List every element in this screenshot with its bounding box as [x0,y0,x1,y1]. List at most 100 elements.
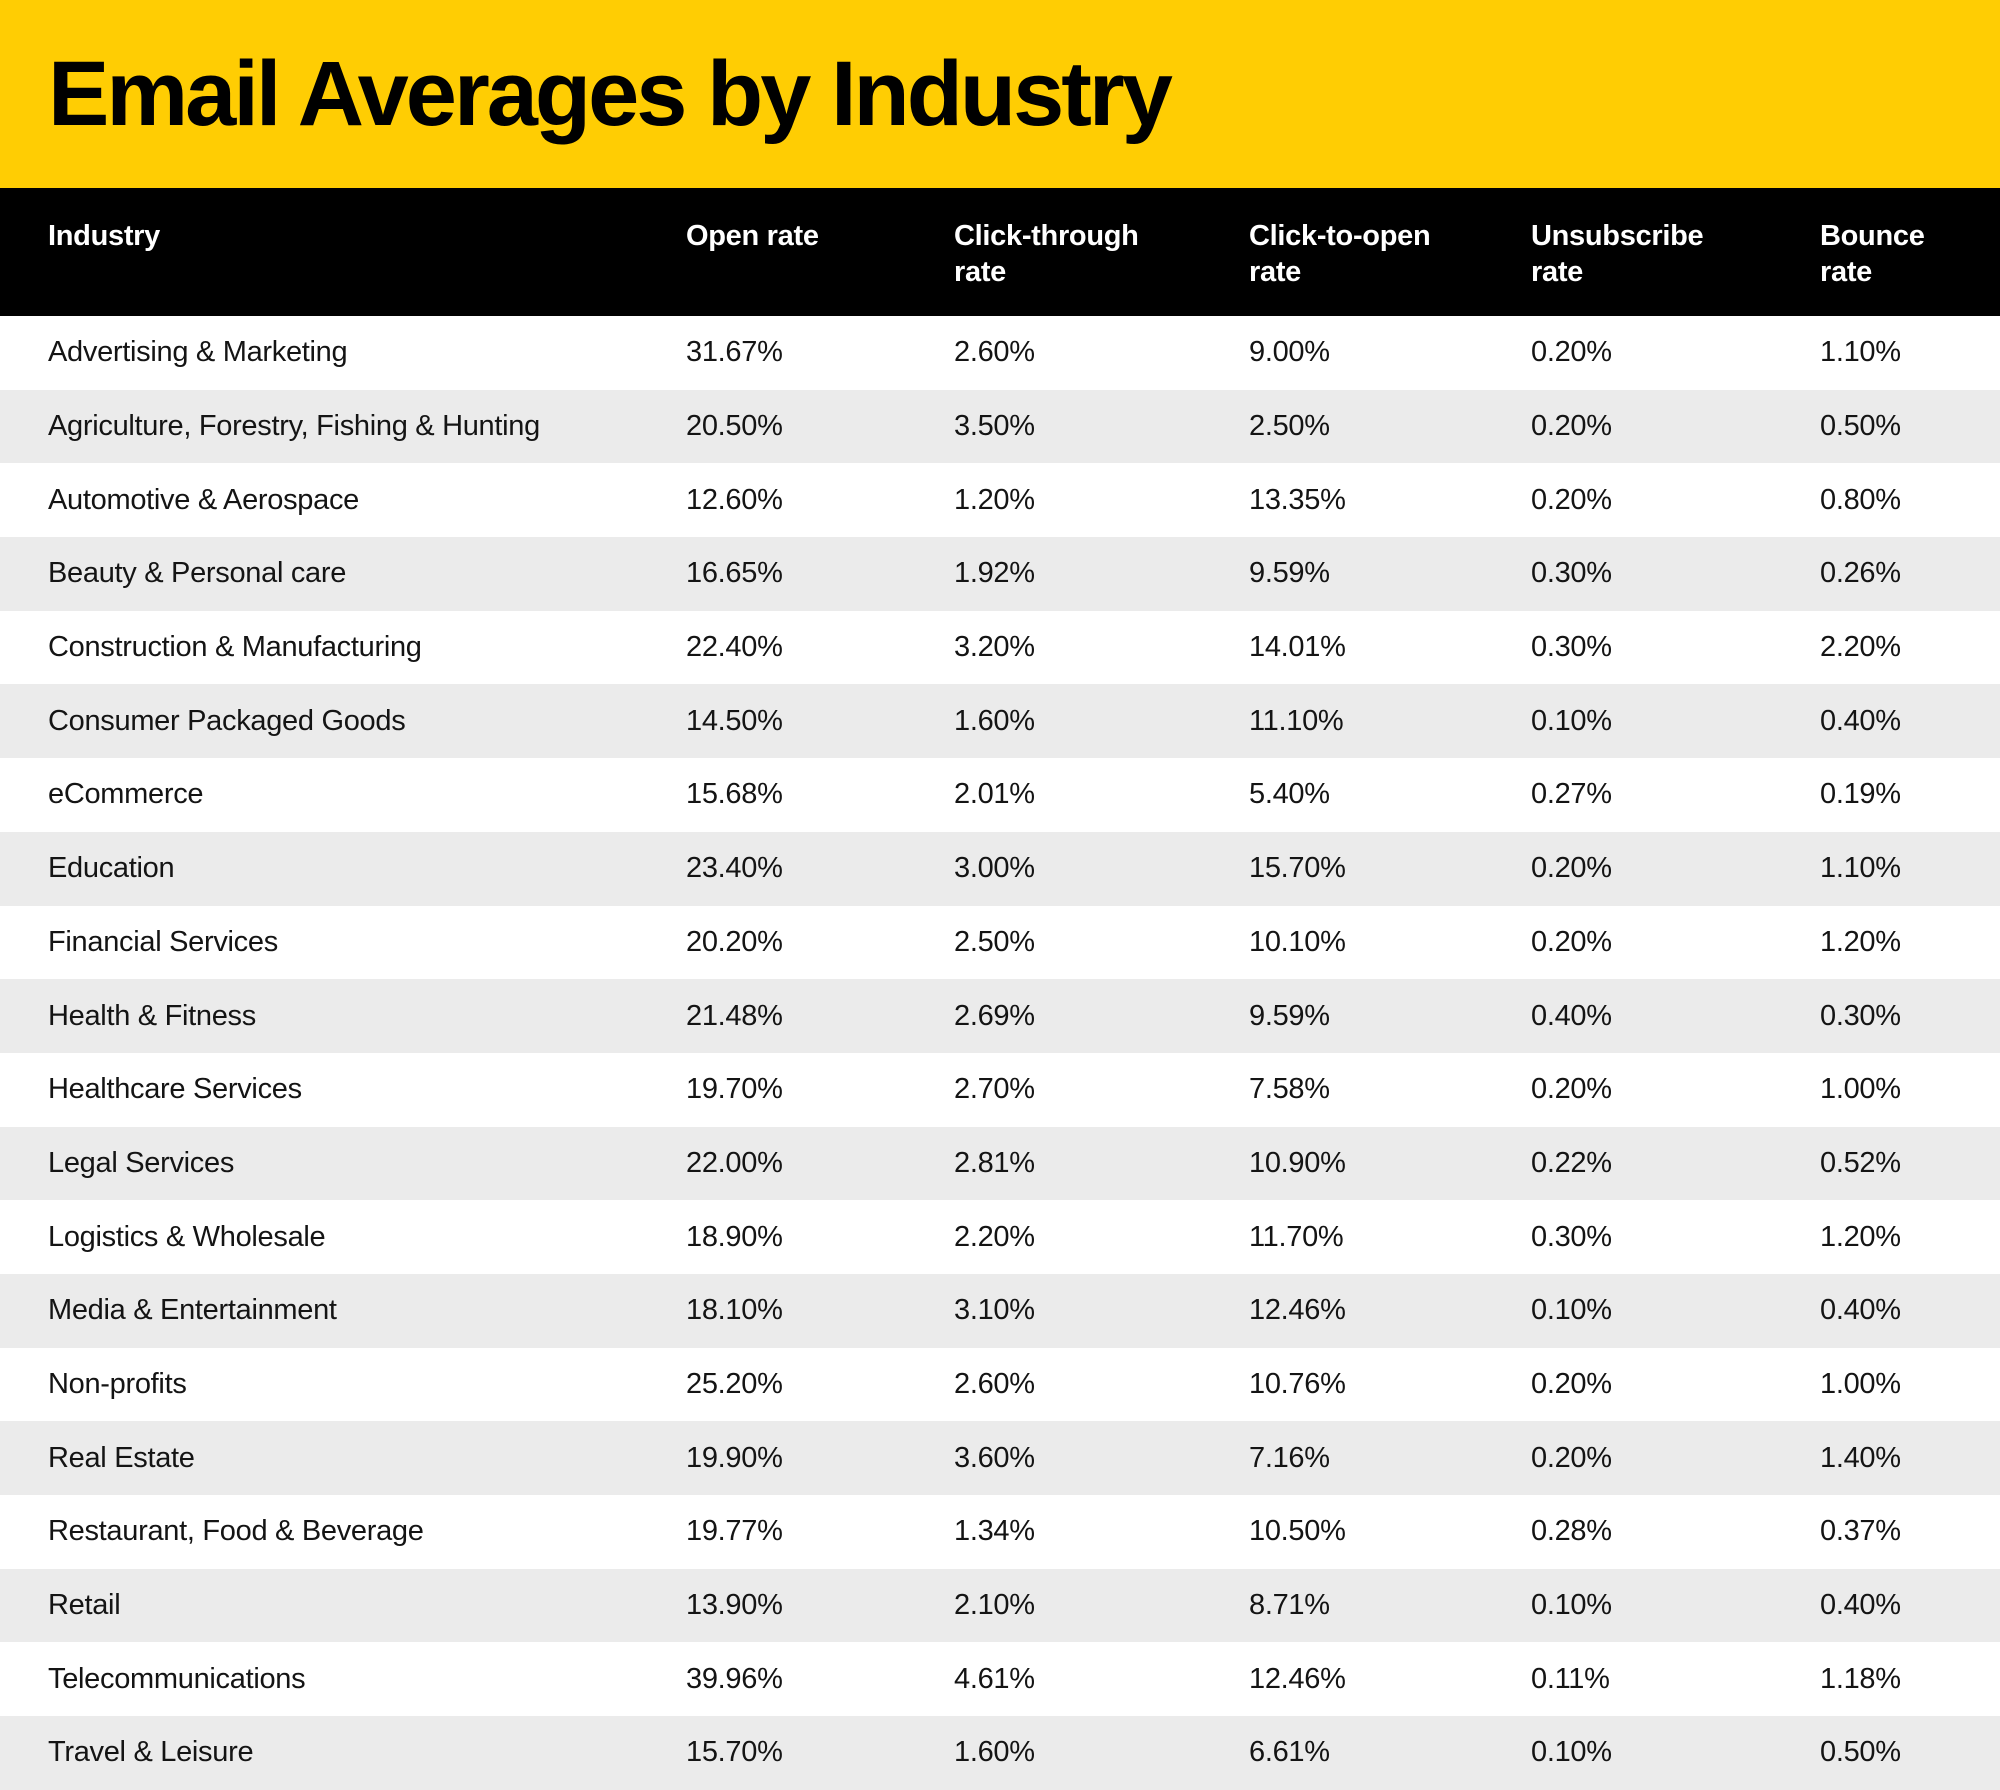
value-cell: 7.16% [1249,1421,1531,1495]
value-cell: 0.80% [1820,463,2000,538]
industry-cell: Health & Fitness [0,979,686,1053]
column-header-line: Click-through [954,220,1139,252]
column-header-line: rate [1820,256,1872,288]
value-cell: 0.20% [1531,1421,1820,1495]
value-cell: 20.20% [686,905,954,980]
table-row: Retail 13.90% 2.10% 8.71% 0.10% 0.40% [0,1568,2000,1643]
table-row: Beauty & Personal care 16.65% 1.92% 9.59% 0.… [0,537,2000,611]
value-cell: 0.40% [1531,979,1820,1053]
value-cell: 18.90% [686,1200,954,1274]
column-header: Open rate [686,188,954,316]
value-cell: 0.37% [1820,1495,2000,1569]
value-cell: 8.71% [1249,1568,1531,1643]
value-cell: 12.46% [1249,1642,1531,1717]
value-cell: 0.27% [1531,758,1820,832]
table-row: Agriculture, Forestry, Fishing & Hunting… [0,389,2000,464]
column-header-line: Bounce [1820,220,1925,252]
value-cell: 3.50% [954,389,1249,464]
value-cell: 0.30% [1531,1200,1820,1274]
value-cell: 10.90% [1249,1126,1531,1201]
value-cell: 22.40% [686,610,954,685]
value-cell: 0.20% [1531,1052,1820,1127]
value-cell: 0.20% [1531,316,1820,390]
value-cell: 16.65% [686,537,954,611]
table-row: Consumer Packaged Goods 14.50% 1.60% 11.10%… [0,684,2000,759]
industry-cell: Real Estate [0,1421,686,1495]
industry-cell: eCommerce [0,758,686,832]
value-cell: 10.10% [1249,905,1531,980]
column-header-line: rate [954,256,1006,288]
value-cell: 0.10% [1531,1273,1820,1348]
industry-cell: Media & Entertainment [0,1273,686,1348]
value-cell: 1.20% [1820,905,2000,980]
value-cell: 0.50% [1820,389,2000,464]
value-cell: 2.10% [954,1568,1249,1643]
industry-cell: Logistics & Wholesale [0,1200,686,1274]
value-cell: 4.61% [954,1642,1249,1717]
value-cell: 1.60% [954,1716,1249,1790]
email-averages-table: Industry Open rate Click-through rate Click-… [0,188,2000,1790]
value-cell: 11.70% [1249,1200,1531,1274]
value-cell: 1.40% [1820,1421,2000,1495]
value-cell: 9.00% [1249,316,1531,390]
value-cell: 2.20% [954,1200,1249,1274]
value-cell: 1.00% [1820,1052,2000,1127]
industry-cell: Automotive & Aerospace [0,463,686,538]
value-cell: 0.50% [1820,1716,2000,1790]
column-header-line: Click-to-open [1249,220,1431,252]
value-cell: 22.00% [686,1126,954,1201]
value-cell: 1.20% [954,463,1249,538]
industry-cell: Financial Services [0,905,686,980]
value-cell: 21.48% [686,979,954,1053]
table-row: Telecommunications 39.96% 4.61% 12.46% 0.11%… [0,1642,2000,1717]
value-cell: 9.59% [1249,537,1531,611]
value-cell: 3.00% [954,831,1249,906]
value-cell: 7.58% [1249,1052,1531,1127]
value-cell: 0.20% [1531,831,1820,906]
value-cell: 1.10% [1820,831,2000,906]
column-header-line: Open rate [686,220,819,252]
value-cell: 1.10% [1820,316,2000,390]
table-header: Industry Open rate Click-through rate Click-… [0,188,2000,316]
value-cell: 0.40% [1820,1568,2000,1643]
value-cell: 3.20% [954,610,1249,685]
value-cell: 2.01% [954,758,1249,832]
value-cell: 10.76% [1249,1347,1531,1422]
table-row: Non-profits 25.20% 2.60% 10.76% 0.20% 1.00% [0,1347,2000,1422]
value-cell: 0.10% [1531,1568,1820,1643]
value-cell: 6.61% [1249,1716,1531,1790]
value-cell: 0.40% [1820,1273,2000,1348]
value-cell: 1.18% [1820,1642,2000,1717]
value-cell: 1.20% [1820,1200,2000,1274]
industry-cell: Education [0,831,686,906]
value-cell: 25.20% [686,1347,954,1422]
value-cell: 0.26% [1820,537,2000,611]
table-row: Healthcare Services 19.70% 2.70% 7.58% 0.20%… [0,1052,2000,1127]
table-row: Automotive & Aerospace 12.60% 1.20% 13.35% 0… [0,463,2000,538]
table-row: Advertising & Marketing 31.67% 2.60% 9.00% 0… [0,316,2000,390]
table-row: Restaurant, Food & Beverage 19.77% 1.34% 10… [0,1495,2000,1569]
industry-cell: Travel & Leisure [0,1716,686,1790]
value-cell: 1.34% [954,1495,1249,1569]
value-cell: 19.90% [686,1421,954,1495]
value-cell: 19.70% [686,1052,954,1127]
value-cell: 15.68% [686,758,954,832]
industry-cell: Beauty & Personal care [0,537,686,611]
value-cell: 2.70% [954,1052,1249,1127]
table-row: Logistics & Wholesale 18.90% 2.20% 11.70% 0.… [0,1200,2000,1274]
industry-cell: Advertising & Marketing [0,316,686,390]
table-row: Real Estate 19.90% 3.60% 7.16% 0.20% 1.40% [0,1421,2000,1495]
value-cell: 15.70% [686,1716,954,1790]
industry-cell: Retail [0,1568,686,1643]
table-row: eCommerce 15.68% 2.01% 5.40% 0.27% 0.19% [0,758,2000,832]
industry-cell: Telecommunications [0,1642,686,1717]
value-cell: 0.22% [1531,1126,1820,1201]
industry-cell: Healthcare Services [0,1052,686,1127]
table-body: Advertising & Marketing 31.67% 2.60% 9.00% 0… [0,316,2000,1790]
value-cell: 0.10% [1531,684,1820,759]
value-cell: 11.10% [1249,684,1531,759]
table-row: Travel & Leisure 15.70% 1.60% 6.61% 0.10% 0.5… [0,1716,2000,1790]
value-cell: 0.11% [1531,1642,1820,1717]
value-cell: 13.90% [686,1568,954,1643]
